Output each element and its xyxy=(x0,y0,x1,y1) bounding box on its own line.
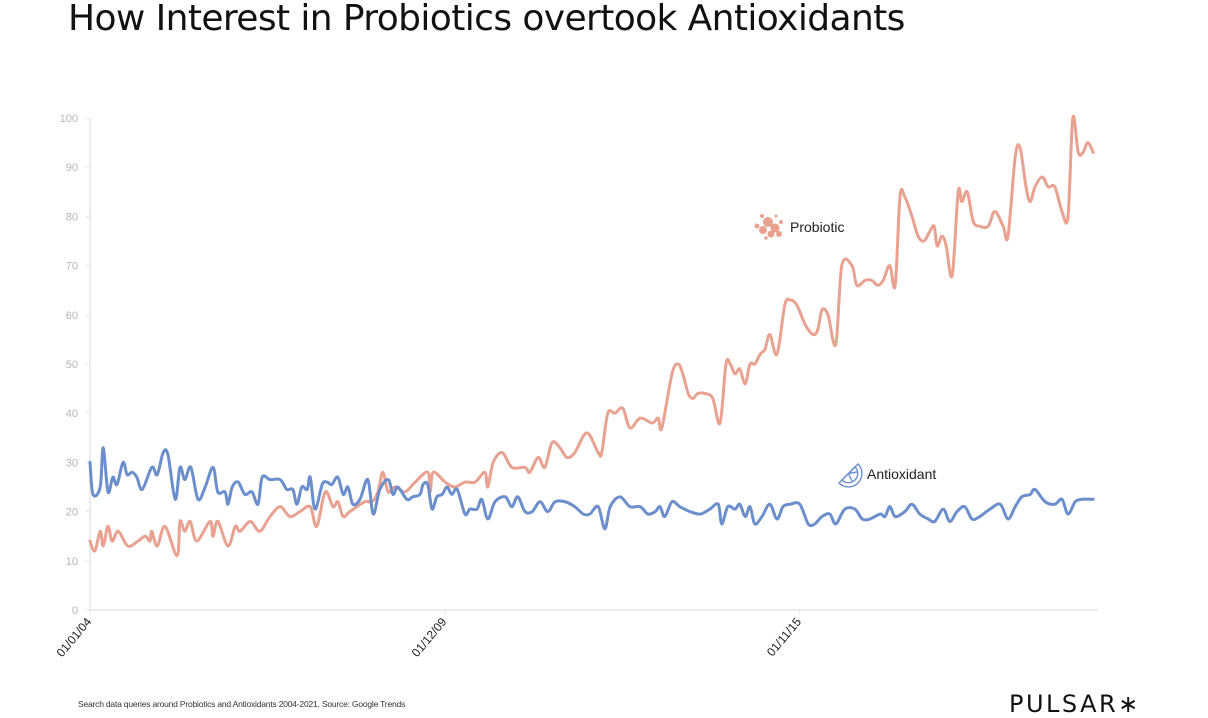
y-tick-label: 0 xyxy=(72,605,78,617)
x-tick-label: 01/11/15 xyxy=(764,615,804,659)
brand-logo: PULSAR∗ xyxy=(1009,690,1141,718)
y-tick-label: 20 xyxy=(66,507,78,519)
legend-label-antioxidant: Antioxidant xyxy=(867,466,936,482)
legend-probiotic: Probiotic xyxy=(754,214,844,240)
series-probiotic xyxy=(88,114,1095,558)
probiotic-line xyxy=(88,114,1095,558)
series-antioxidant xyxy=(88,446,1095,531)
y-axis: 0 10 20 30 40 50 60 70 80 90 100 xyxy=(60,113,91,617)
antioxidant-line xyxy=(88,446,1095,531)
y-tick-label: 80 xyxy=(66,211,78,223)
x-tick-label: 01/01/04 xyxy=(54,615,95,660)
y-tick-label: 60 xyxy=(66,310,78,322)
legend-label-probiotic: Probiotic xyxy=(790,219,844,235)
source-footnote: Search data queries around Probiotics an… xyxy=(78,699,406,709)
y-tick-label: 30 xyxy=(66,457,78,469)
lemon-slice-icon xyxy=(838,463,863,488)
legend-antioxidant: Antioxidant xyxy=(838,463,936,488)
y-tick-label: 100 xyxy=(60,113,78,125)
x-axis: 01/01/04 01/12/09 01/11/15 xyxy=(54,609,1098,660)
series-group xyxy=(88,114,1095,558)
bacteria-icon xyxy=(754,214,783,240)
y-tick-label: 10 xyxy=(66,556,78,568)
y-tick-label: 70 xyxy=(66,261,78,273)
y-tick-label: 90 xyxy=(66,162,78,174)
y-tick-label: 40 xyxy=(66,408,78,420)
y-tick-label: 50 xyxy=(66,359,78,371)
x-tick-label: 01/12/09 xyxy=(409,615,450,660)
page-title: How Interest in Probiotics overtook Anti… xyxy=(68,0,905,39)
